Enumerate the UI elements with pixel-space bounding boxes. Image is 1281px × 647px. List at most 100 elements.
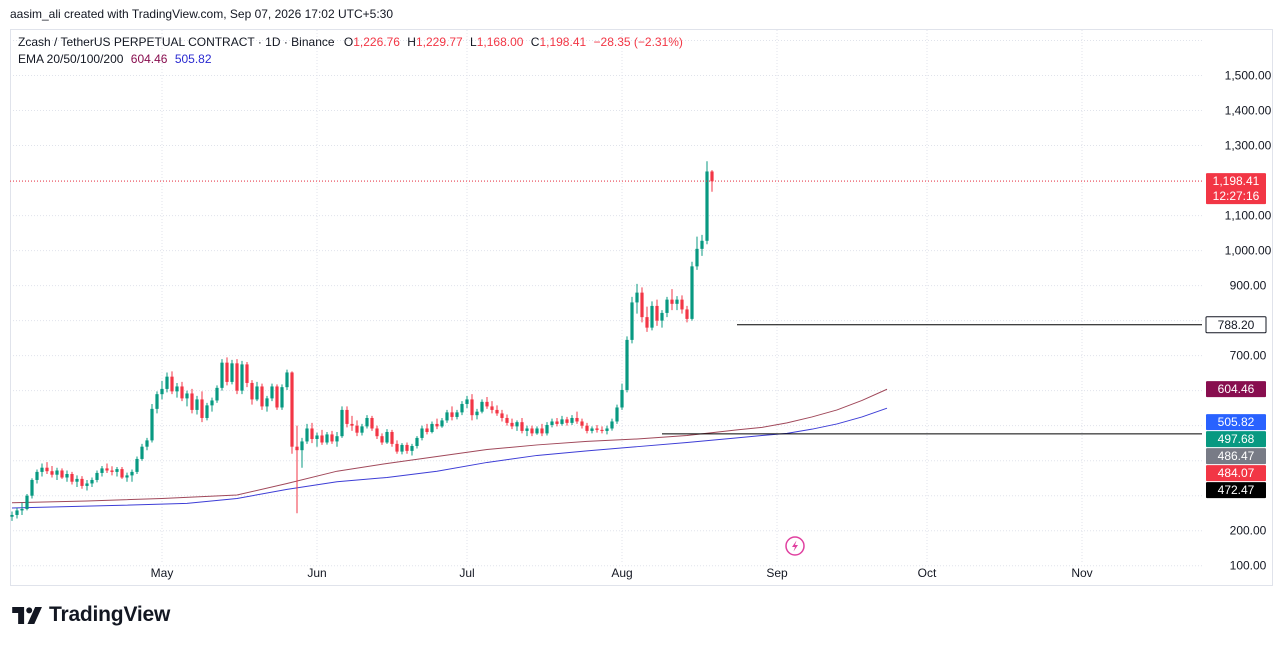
candle-body [660, 312, 664, 321]
chart-frame [10, 29, 1273, 586]
candle-body [20, 509, 24, 511]
ema-value-1: 604.46 [130, 52, 168, 66]
lightning-icon[interactable] [785, 536, 805, 556]
candle-body [115, 469, 119, 472]
candle-body [390, 431, 394, 444]
candle-body [410, 445, 414, 451]
price-badge-text: 486.47 [1218, 449, 1255, 463]
candle-body [170, 376, 174, 392]
price-badge-bg [1206, 431, 1266, 448]
candle-body [30, 479, 34, 496]
candle-body [640, 292, 644, 318]
tv-logo-icon [12, 606, 42, 624]
candle-body [430, 423, 434, 432]
x-tick-label: Oct [918, 566, 937, 580]
ema-line [11, 388, 888, 504]
candle-body [245, 364, 249, 383]
candle-body [300, 441, 304, 451]
high-value: 1,229.77 [415, 35, 463, 49]
candle-body [260, 386, 264, 407]
candle-body [130, 471, 134, 476]
horizontal-lines [10, 180, 1202, 435]
price-badge-bg [1206, 448, 1266, 465]
candle-body [505, 417, 509, 423]
candle-body [670, 299, 674, 304]
candle-body [195, 399, 199, 410]
candle-body [625, 339, 629, 390]
ema-line [11, 407, 888, 509]
candle-body [570, 417, 574, 423]
candle-body [370, 417, 374, 429]
candle-body [60, 470, 64, 478]
candle-body [125, 475, 129, 478]
candle-body [320, 435, 324, 443]
y-tick-label: 1,500.00 [1225, 69, 1272, 83]
candle-body [110, 470, 114, 472]
candle-body [175, 386, 179, 392]
candle-body [210, 400, 214, 406]
candle-body [675, 299, 679, 304]
candle-body [470, 399, 474, 416]
candle-body [70, 474, 74, 482]
candle-body [135, 458, 139, 472]
candle-body [155, 394, 159, 409]
candles [10, 161, 714, 521]
candle-body [590, 428, 594, 431]
candle-body [325, 434, 329, 443]
candle-body [65, 474, 69, 478]
candle-body [690, 266, 694, 319]
candle-body [205, 405, 209, 418]
low-label: L [470, 35, 477, 49]
candle-body [75, 478, 79, 482]
candle-body [45, 467, 49, 472]
candle-body [305, 428, 309, 442]
candle-body [290, 372, 294, 447]
tradingview-wordmark: TradingView [49, 603, 171, 626]
candle-body [140, 446, 144, 459]
candle-body [535, 428, 539, 434]
price-badge-text: 484.07 [1218, 466, 1255, 480]
candle-body [485, 401, 489, 407]
candle-body [80, 478, 84, 486]
candle-body [610, 421, 614, 429]
candle-body [540, 428, 544, 434]
candle-body [35, 471, 39, 480]
candle-body [665, 299, 669, 313]
symbol-title[interactable]: Zcash / TetherUS PERPETUAL CONTRACT · 1D… [18, 35, 335, 49]
candle-body [310, 428, 314, 439]
candle-body [90, 479, 94, 484]
candle-body [235, 363, 239, 391]
candle-body [250, 382, 254, 400]
tradingview-logo[interactable]: TradingView [12, 603, 170, 627]
ema-legend[interactable]: EMA 20/50/100/200 604.46 505.82 [18, 52, 212, 66]
candle-body [265, 398, 269, 407]
symbol-legend: Zcash / TetherUS PERPETUAL CONTRACT · 1D… [18, 35, 683, 49]
candle-body [635, 292, 639, 303]
ema-lines [11, 388, 888, 509]
candle-body [50, 471, 54, 475]
price-badge-bg [1206, 465, 1266, 482]
candle-body [160, 388, 164, 395]
candle-body [40, 467, 44, 472]
candle-body [15, 510, 19, 515]
grid-lines [10, 30, 1202, 567]
high-label: H [407, 35, 416, 49]
candle-body [530, 428, 534, 434]
candle-body [420, 428, 424, 438]
candle-body [695, 248, 699, 267]
y-tick-label: 1,000.00 [1225, 244, 1272, 258]
candle-body [340, 409, 344, 437]
candle-body [255, 386, 259, 400]
candle-body [515, 422, 519, 427]
chart-credit: aasim_ali created with TradingView.com, … [10, 7, 394, 21]
candle-body [585, 425, 589, 431]
last-price-badge-text: 12:27:16 [1213, 189, 1260, 203]
candle-body [620, 389, 624, 408]
close-value: 1,198.41 [539, 35, 587, 49]
line-price-badge-bg [1205, 316, 1267, 334]
y-tick-label: 1,300.00 [1225, 139, 1272, 153]
ema-label: EMA 20/50/100/200 [18, 52, 124, 66]
candle-body [165, 376, 169, 389]
candle-body [275, 386, 279, 408]
